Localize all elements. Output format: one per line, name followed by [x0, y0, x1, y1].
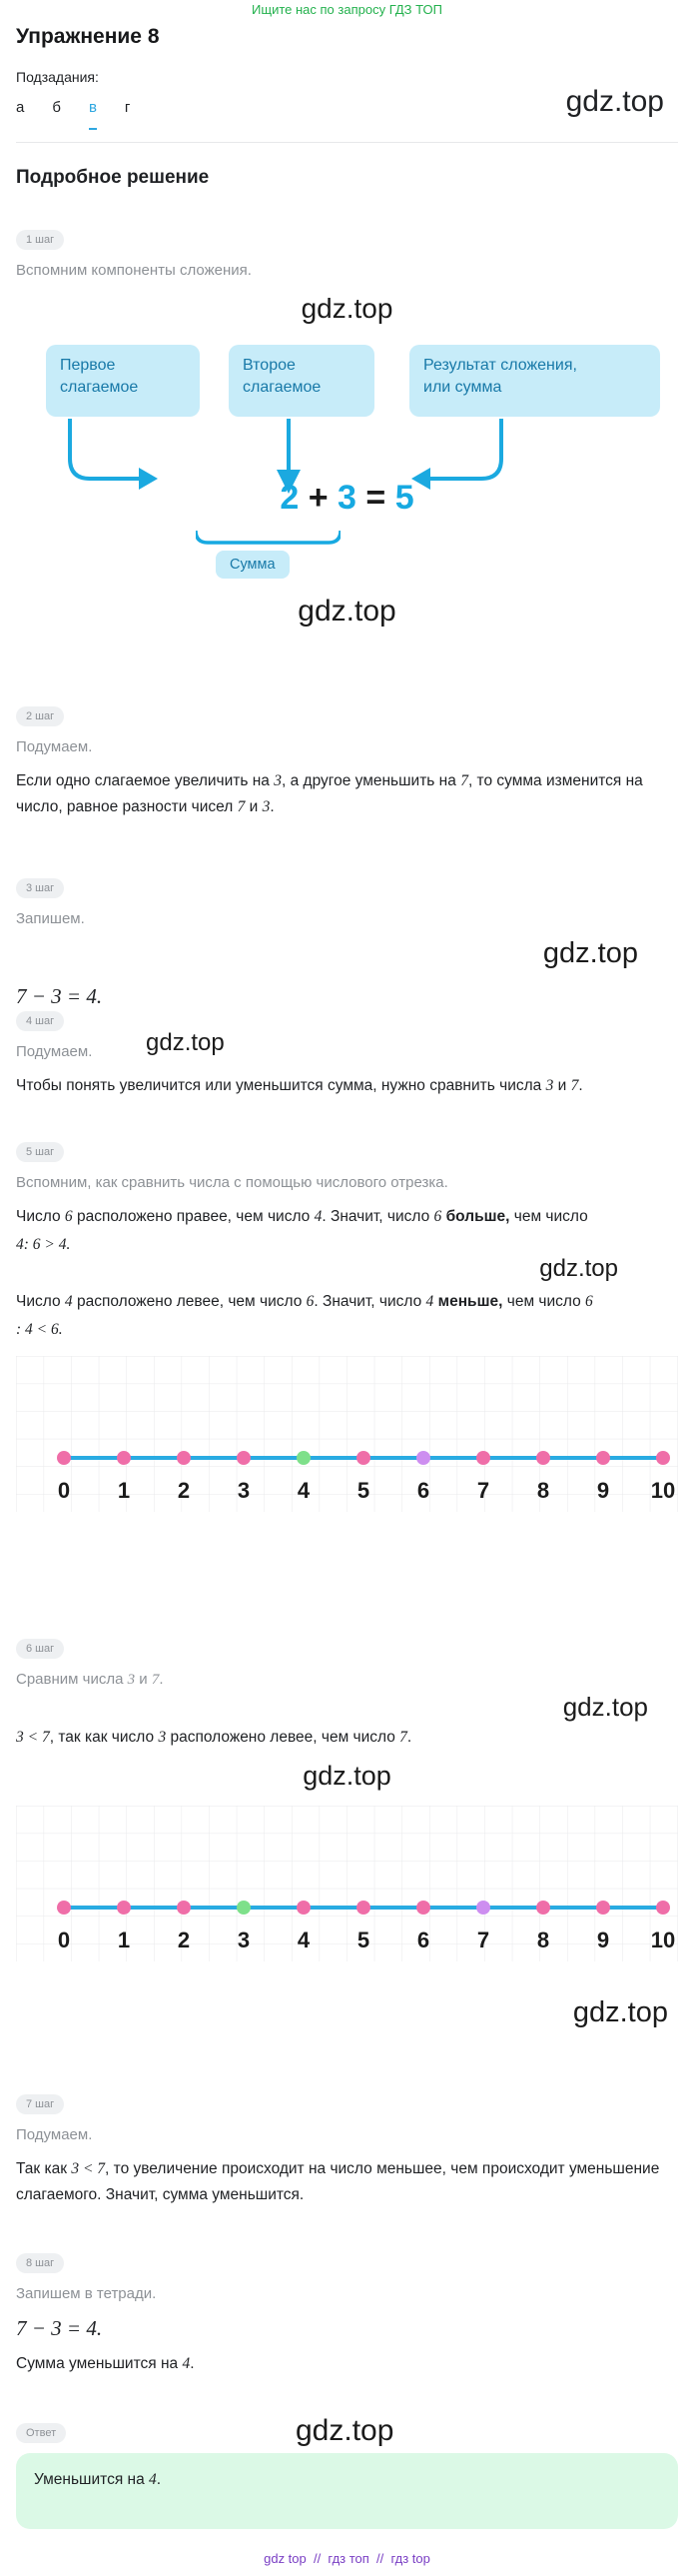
svg-text:0: 0: [58, 1478, 70, 1503]
svg-text:6: 6: [417, 1928, 429, 1952]
svg-text:8: 8: [537, 1928, 549, 1952]
svg-text:6: 6: [417, 1478, 429, 1503]
svg-text:2: 2: [178, 1928, 190, 1952]
svg-text:1: 1: [118, 1478, 130, 1503]
svg-text:4: 4: [298, 1478, 311, 1503]
svg-text:2: 2: [178, 1478, 190, 1503]
svg-text:3: 3: [238, 1478, 250, 1503]
svg-text:5: 5: [357, 1928, 369, 1952]
svg-text:9: 9: [597, 1478, 609, 1503]
svg-text:1: 1: [118, 1928, 130, 1952]
svg-text:4: 4: [298, 1928, 311, 1952]
svg-text:10: 10: [651, 1928, 675, 1952]
svg-text:10: 10: [651, 1478, 675, 1503]
svg-text:8: 8: [537, 1478, 549, 1503]
svg-text:7: 7: [477, 1928, 489, 1952]
svg-text:5: 5: [357, 1478, 369, 1503]
svg-text:9: 9: [597, 1928, 609, 1952]
svg-text:0: 0: [58, 1928, 70, 1952]
svg-text:3: 3: [238, 1928, 250, 1952]
svg-text:7: 7: [477, 1478, 489, 1503]
